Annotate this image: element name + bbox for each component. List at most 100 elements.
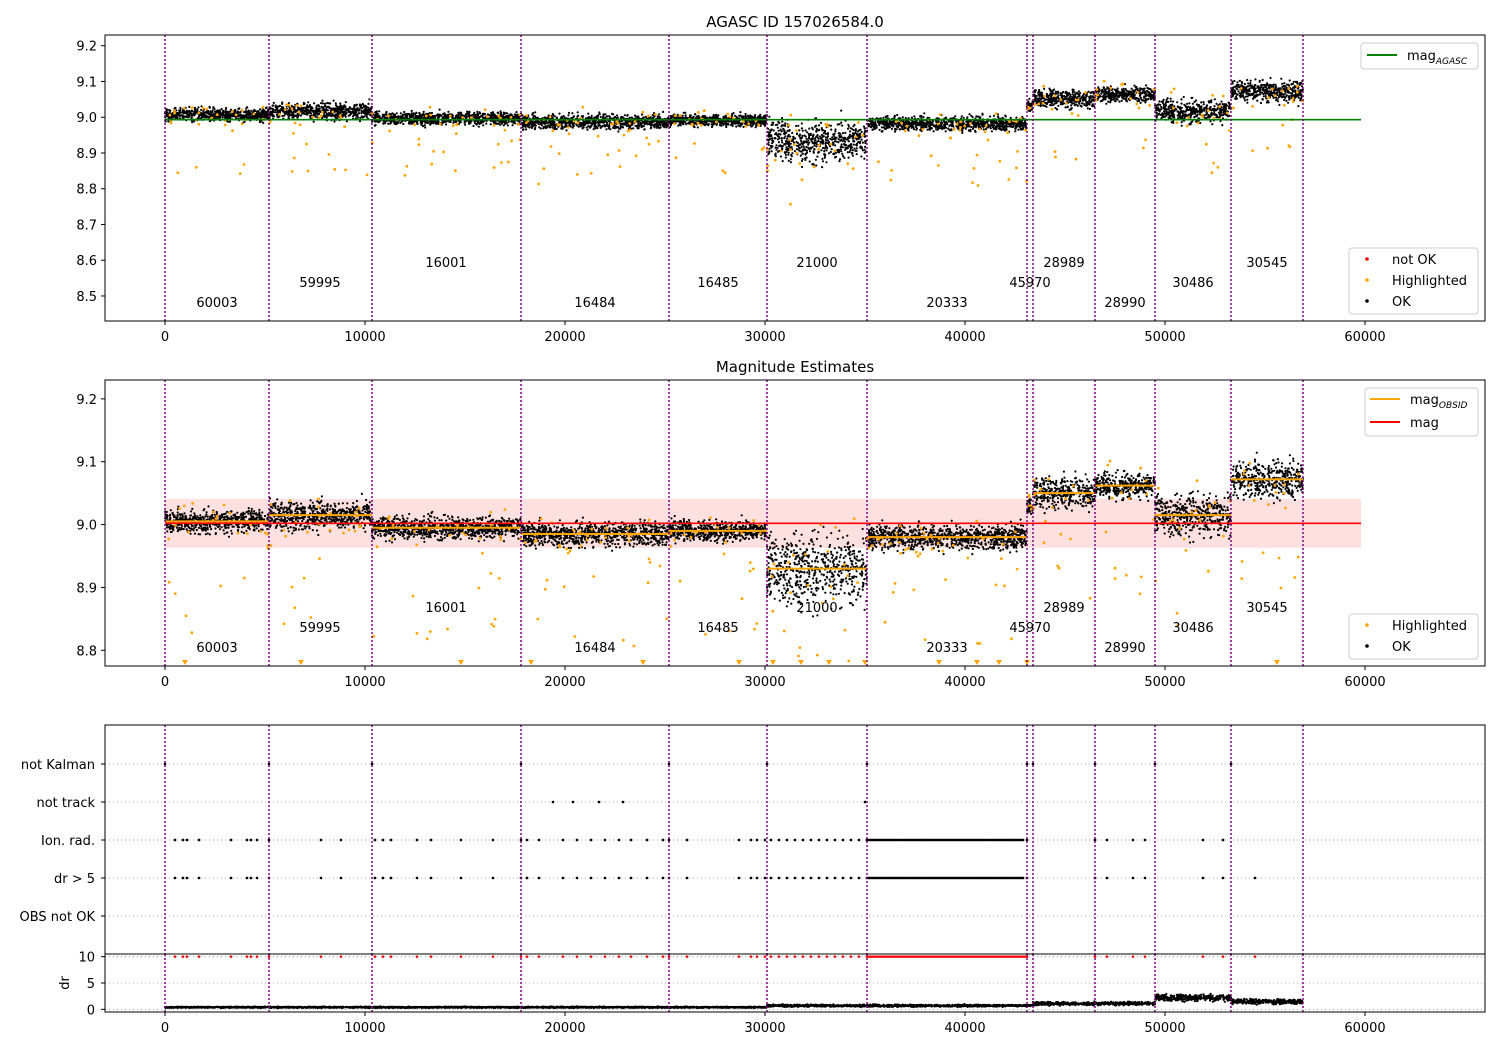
- panel1-ok-point: [776, 126, 779, 129]
- panel1-ok-point: [291, 116, 294, 119]
- panel1-ok-point: [617, 127, 621, 130]
- panel1-ok-point: [702, 122, 705, 125]
- panel1-ok-point: [213, 107, 216, 111]
- panel1-ok-point: [553, 122, 556, 125]
- panel1-ok-point: [994, 126, 997, 129]
- panel1-highlighted-point: [856, 121, 860, 124]
- panel1-highlighted-point: [628, 122, 632, 125]
- panel1-ok-point: [546, 125, 549, 128]
- panel1-ok-point: [225, 111, 228, 114]
- panel1-highlighted-point: [609, 122, 613, 126]
- panel1-ok-point: [429, 120, 432, 123]
- panel1-ok-point: [229, 108, 233, 111]
- panel1-ok-point: [830, 148, 833, 151]
- panel1-ok-point: [784, 135, 787, 138]
- panel1-ok-point: [232, 112, 235, 116]
- panel1-ok-point: [885, 123, 888, 126]
- panel1-highlighted-point: [173, 109, 176, 112]
- panel1-ok-point: [852, 143, 855, 146]
- panel1-ok-point: [500, 114, 503, 117]
- panel1-ok-point: [791, 131, 794, 134]
- panel1-ok-point: [603, 120, 606, 123]
- panel1-ok-point: [781, 141, 784, 144]
- panel1-ok-point: [774, 133, 777, 136]
- panel1-ok-point: [475, 122, 478, 125]
- panel1-ok-point: [704, 123, 708, 126]
- panel1-highlighted-point: [173, 111, 176, 115]
- panel1-ok-point: [576, 111, 579, 114]
- panel1-highlighted-point: [606, 153, 610, 157]
- panel1-ok-point: [969, 130, 972, 133]
- panel1-ok-point: [779, 155, 783, 158]
- panel1-ok-point: [972, 125, 975, 129]
- panel1-highlighted-point: [900, 121, 903, 125]
- panel1-ok-point: [287, 102, 290, 105]
- panel1-ok-point: [853, 140, 856, 143]
- panel1-ok-point: [395, 112, 398, 115]
- panel1-ok-point: [805, 137, 808, 140]
- panel1-ok-point: [314, 112, 317, 115]
- panel1-ok-point: [732, 112, 735, 115]
- panel1-ok-point: [477, 121, 480, 124]
- panel1-ok-point: [846, 138, 849, 141]
- panel1-ok-point: [777, 129, 780, 132]
- panel1-ok-point: [843, 144, 847, 147]
- panel1-highlighted-point: [331, 110, 335, 114]
- panel1-ok-point: [465, 115, 468, 118]
- panel1-ok-point: [874, 127, 877, 130]
- panel1-ok-point: [499, 123, 502, 126]
- panel1-highlighted-point: [417, 143, 421, 147]
- panel1-ok-point: [387, 122, 390, 125]
- panel1-ok-point: [855, 147, 858, 150]
- panel1-ok-point: [587, 112, 590, 115]
- panel1-ok-point: [420, 120, 423, 123]
- panel1-ok-point: [218, 109, 221, 112]
- panel1-ok-point: [788, 129, 791, 132]
- panel1-ok-point: [815, 164, 818, 167]
- panel1-ok-point: [351, 110, 354, 113]
- panel1-ok-point: [968, 113, 971, 116]
- panel1-ok-point: [452, 121, 455, 124]
- panel1-ok-point: [841, 124, 844, 127]
- panel1-ok-point: [303, 112, 306, 115]
- panel1-ok-point: [744, 114, 747, 118]
- panel1-ok-point: [845, 146, 848, 149]
- panel1-highlighted-point: [673, 114, 677, 118]
- panel1-highlighted-point: [798, 162, 802, 165]
- panel1-ok-point: [939, 121, 943, 124]
- panel1-highlighted-point: [829, 142, 833, 146]
- panel1-ok-point: [382, 122, 385, 125]
- panel1-ok-point: [203, 113, 206, 116]
- panel1-ok-point: [466, 110, 469, 113]
- panel1-ok-point: [785, 148, 788, 151]
- panel1-ok-point: [400, 115, 403, 118]
- panel1-ok-point: [690, 120, 693, 123]
- panel1-highlighted-point: [311, 115, 314, 119]
- panel1-ok-point: [355, 108, 358, 112]
- panel1-highlighted-point: [290, 170, 294, 173]
- panel1-ok-point: [864, 145, 867, 148]
- panel1-highlighted-point: [197, 111, 201, 115]
- panel1-ok-point: [1014, 125, 1017, 128]
- panel1-ok-point: [851, 137, 855, 140]
- panel1-ok-point: [434, 122, 438, 125]
- panel1-ok-point: [207, 110, 210, 114]
- panel1-ok-point: [304, 107, 307, 110]
- panel1-ok-point: [522, 116, 525, 119]
- panel1-ok-point: [331, 114, 335, 117]
- panel1-ok-point: [795, 141, 798, 144]
- panel1-ok-point: [247, 116, 250, 120]
- panel1-ok-point: [640, 113, 644, 116]
- panel1-ok-point: [802, 145, 805, 148]
- panel1-ok-point: [972, 122, 976, 125]
- panel1-highlighted-point: [413, 123, 417, 126]
- panel1-ok-point: [515, 111, 518, 114]
- panel1-ok-point: [349, 107, 352, 110]
- panel1-ok-point: [647, 116, 650, 120]
- panel1-ok-point: [324, 105, 327, 108]
- panel1-ok-point: [855, 142, 859, 145]
- panel1-highlighted-point: [292, 132, 295, 135]
- panel1-highlighted-point: [634, 154, 638, 158]
- panel1-ok-point: [851, 152, 854, 155]
- panel1-highlighted-point: [285, 103, 289, 107]
